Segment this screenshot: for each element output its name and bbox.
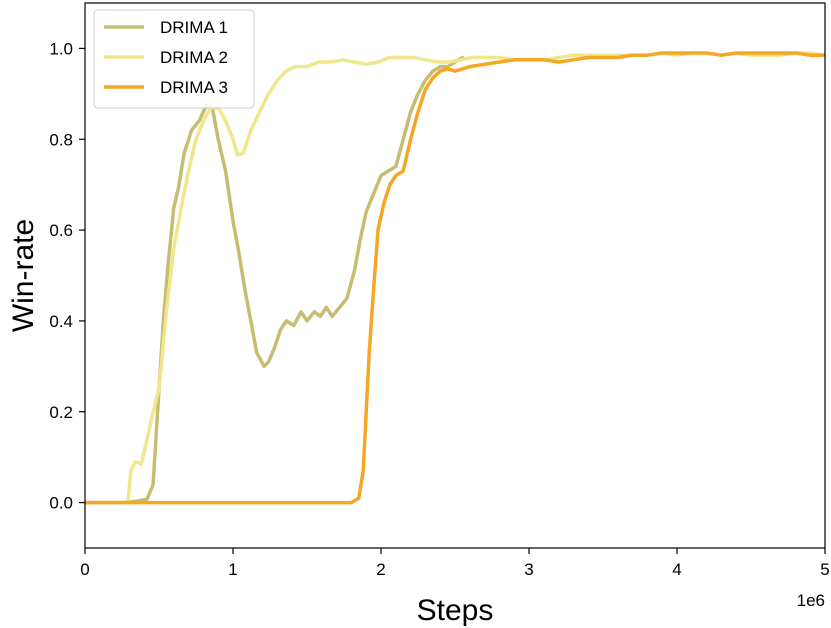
x-axis-scale-label: 1e6 <box>797 591 825 610</box>
x-tick-label: 3 <box>524 560 533 579</box>
x-axis-label: Steps <box>417 594 494 627</box>
x-tick-label: 1 <box>228 560 237 579</box>
legend-label: DRIMA 1 <box>160 18 228 37</box>
legend-label: DRIMA 2 <box>160 48 228 67</box>
series-line-1 <box>85 55 465 505</box>
y-tick-label: 0.2 <box>49 403 73 422</box>
plot-frame <box>84 2 826 549</box>
legend-label: DRIMA 3 <box>160 78 228 97</box>
series-line-2 <box>85 51 825 505</box>
axes-layer: 0 1 2 3 4 5 0.0 0.2 0.4 0.6 0.8 1.0 <box>49 2 830 579</box>
series-line-3 <box>85 51 825 505</box>
x-tick-label: 2 <box>376 560 385 579</box>
y-tick-label: 0.8 <box>49 130 73 149</box>
x-tick-label: 4 <box>672 560 681 579</box>
x-tick-label: 5 <box>820 560 829 579</box>
y-tick-label: 0.0 <box>49 494 73 513</box>
y-tick-label: 0.4 <box>49 312 73 331</box>
legend: DRIMA 1 DRIMA 2 DRIMA 3 <box>93 9 255 109</box>
y-axis-label: Win-rate <box>7 219 40 332</box>
y-tick-label: 1.0 <box>49 39 73 58</box>
series-layer <box>85 51 825 505</box>
legend-box <box>93 9 255 109</box>
y-tick-label: 0.6 <box>49 221 73 240</box>
x-tick-label: 0 <box>80 560 89 579</box>
